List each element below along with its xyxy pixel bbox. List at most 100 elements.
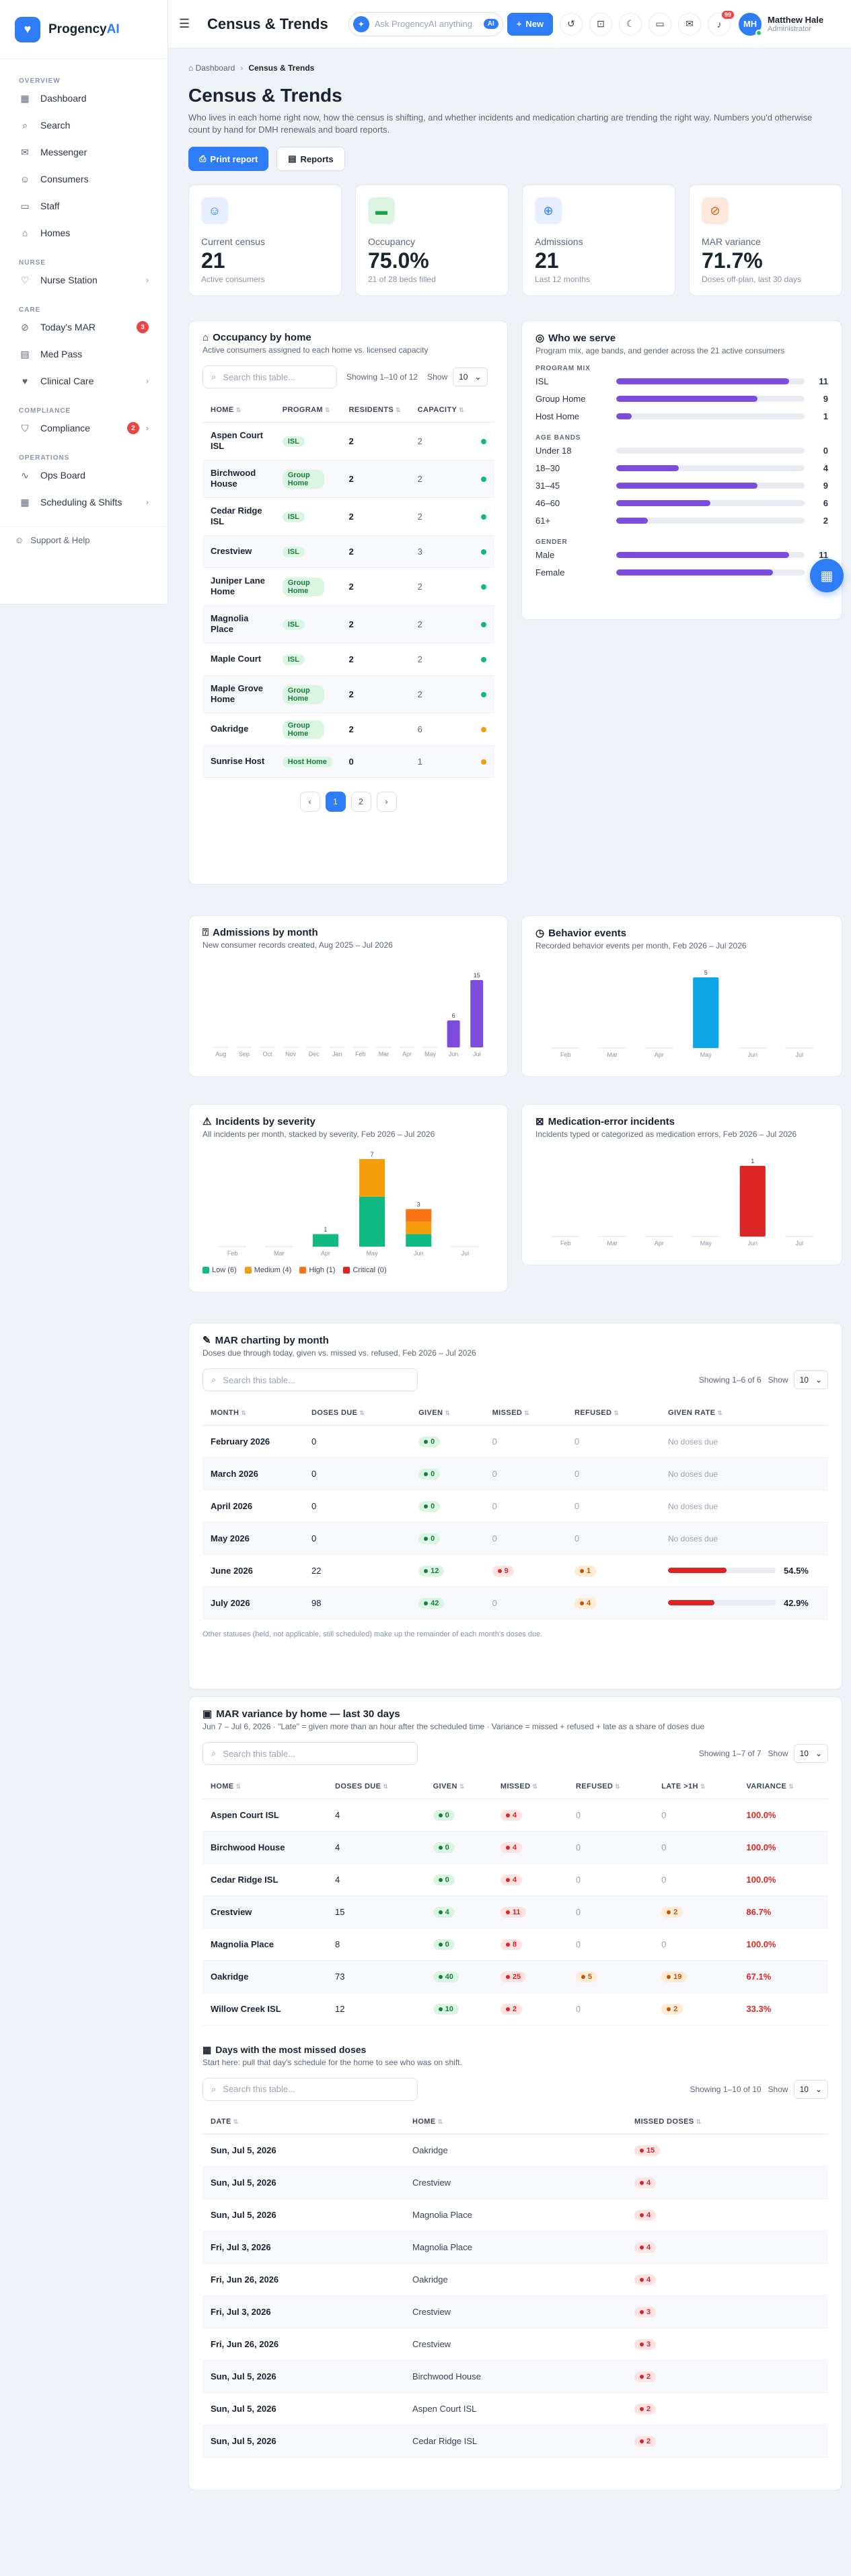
sidebar-item-today-s-mar[interactable]: ⊘ Today's MAR 3 [0,314,168,341]
print-report-button[interactable]: ⎙ Print report [188,147,269,171]
table-row[interactable]: May 2026 0 0 0 0 No doses due [202,1522,828,1555]
sidebar-item-med-pass[interactable]: ▤ Med Pass [0,341,168,368]
table-row[interactable]: March 2026 0 0 0 0 No doses due [202,1457,828,1490]
column-header[interactable]: GIVEN RATE ⇅ [660,1401,828,1426]
sidebar-item-clinical-care[interactable]: ♥ Clinical Care › [0,368,168,394]
ask-ai-input[interactable]: ✦ Ask ProgencyAI anything AI [348,11,503,36]
sidebar-item-nurse-station[interactable]: ♡ Nurse Station › [0,267,168,293]
table-row[interactable]: Fri, Jul 3, 2026 Crestview 3 [202,2295,828,2328]
column-header[interactable]: MISSED DOSES ⇅ [626,2110,828,2134]
column-header[interactable]: PROGRAM ⇅ [274,398,341,423]
page-size-select[interactable]: 10 ⌄ [793,2079,828,2099]
lock-icon[interactable]: ⊡ [589,12,613,36]
table-row[interactable]: Crestview ISL 2 3 [202,535,494,568]
capacity-count: 2 [417,436,422,446]
column-header[interactable]: VARIANCE ⇅ [738,1774,828,1799]
moon-icon[interactable]: ☾ [619,12,642,36]
legend-swatch [244,1267,252,1274]
table-row[interactable]: June 2026 22 12 9 1 54.5% [202,1554,828,1587]
table-row[interactable]: Sun, Jul 5, 2026 Cedar Ridge ISL 2 [202,2425,828,2458]
column-header[interactable]: DOSES DUE ⇅ [327,1774,425,1799]
page-size-select[interactable]: 10 ⌄ [793,1744,828,1763]
table-row[interactable]: February 2026 0 0 0 0 No doses due [202,1425,828,1458]
column-header[interactable]: RESIDENTS ⇅ [340,398,410,423]
user-menu[interactable]: MH Matthew Hale Administrator [739,12,823,36]
sidebar-item-ops-board[interactable]: ∿ Ops Board [0,462,168,489]
missed-days-search-input[interactable]: ⌕ Search this table... [202,2077,418,2101]
menu-icon[interactable]: ☰ [179,17,190,30]
sidebar-item-staff[interactable]: ▭ Staff [0,193,168,219]
table-row[interactable]: Maple Court ISL 2 2 [202,643,494,676]
column-header[interactable]: MONTH ⇅ [202,1401,303,1426]
page-size-select[interactable]: 10 ⌄ [793,1370,828,1389]
sidebar-item-dashboard[interactable]: ▦ Dashboard [0,85,168,112]
column-header[interactable]: HOME ⇅ [202,398,274,423]
chat-icon[interactable]: ✉ [678,12,702,36]
prev-page-button[interactable]: ‹ [299,791,320,812]
table-row[interactable]: Fri, Jun 26, 2026 Crestview 3 [202,2328,828,2361]
next-page-button[interactable]: › [376,791,397,812]
table-row[interactable]: Sun, Jul 5, 2026 Birchwood House 2 [202,2360,828,2393]
column-header[interactable]: MISSED ⇅ [492,1774,568,1799]
table-row[interactable]: Maple Grove Home Group Home 2 2 [202,675,494,713]
column-header[interactable]: REFUSED ⇅ [567,1774,654,1799]
column-header[interactable]: HOME ⇅ [202,1774,327,1799]
sidebar-item-compliance[interactable]: ⛉ Compliance 2 › [0,415,168,442]
table-row[interactable]: Crestview 15 4 11 0 2 86.7% [202,1895,828,1928]
sidebar-item-homes[interactable]: ⌂ Homes [0,219,168,246]
brand[interactable]: ♥ ProgencyAI [0,0,168,59]
table-row[interactable]: Sun, Jul 5, 2026 Aspen Court ISL 2 [202,2392,828,2425]
page-button[interactable]: 1 [325,791,346,812]
table-row[interactable]: Aspen Court ISL 4 0 4 0 0 100.0% [202,1799,828,1832]
column-header[interactable]: CAPACITY ⇅ [409,398,473,423]
table-row[interactable]: April 2026 0 0 0 0 No doses due [202,1490,828,1523]
occupancy-search-input[interactable]: ⌕ Search this table... [202,365,337,388]
table-row[interactable]: Willow Creek ISL 12 10 2 0 2 33.3% [202,1992,828,2025]
new-button[interactable]: + New [507,12,554,36]
status-dot [480,759,486,765]
sidebar-item-consumers[interactable]: ☺ Consumers [0,166,168,193]
mar-month-search-input[interactable]: ⌕ Search this table... [202,1368,418,1391]
chevron-down-icon: ⌄ [815,1749,822,1758]
table-row[interactable]: Sun, Jul 5, 2026 Oakridge 15 [202,2134,828,2167]
bell-icon[interactable]: ♪ 99 [708,10,735,36]
column-header[interactable]: GIVEN ⇅ [424,1774,492,1799]
table-row[interactable]: Magnolia Place 8 0 8 0 0 100.0% [202,1928,828,1961]
support-link[interactable]: ☺ Support & Help [0,526,168,553]
table-row[interactable]: Birchwood House Group Home 2 2 [202,460,494,498]
column-header[interactable]: DOSES DUE ⇅ [303,1401,411,1426]
table-row[interactable]: Sun, Jul 5, 2026 Crestview 4 [202,2166,828,2199]
table-row[interactable]: Fri, Jul 3, 2026 Magnolia Place 4 [202,2231,828,2264]
table-row[interactable]: Cedar Ridge ISL ISL 2 2 [202,497,494,536]
column-header[interactable]: REFUSED ⇅ [566,1401,660,1426]
sidebar-item-messenger[interactable]: ✉ Messenger [0,139,168,166]
sidebar-item-search[interactable]: ⌕ Search [0,112,168,139]
column-header[interactable]: HOME ⇅ [404,2110,626,2134]
table-row[interactable]: Sunrise Host Host Home 0 1 [202,745,494,778]
table-row[interactable]: Oakridge Group Home 2 6 [202,713,494,746]
home-name: Maple Court [211,654,262,664]
table-row[interactable]: Birchwood House 4 0 4 0 0 100.0% [202,1831,828,1864]
occupancy-card: ⌂ Occupancy by home Active consumers assi… [188,320,508,884]
breadcrumb-root[interactable]: Dashboard [195,63,235,73]
column-header[interactable]: LATE >1H ⇅ [653,1774,739,1799]
message-icon[interactable]: ▭ [649,12,672,36]
table-row[interactable]: Oakridge 73 40 25 5 19 67.1% [202,1960,828,1993]
table-row[interactable]: Cedar Ridge ISL 4 0 4 0 0 100.0% [202,1863,828,1896]
clipboard-fab-button[interactable]: ▦ [810,559,844,592]
table-row[interactable]: Fri, Jun 26, 2026 Oakridge 4 [202,2263,828,2296]
table-row[interactable]: Magnolia Place ISL 2 2 [202,605,494,643]
reports-button[interactable]: ▤ Reports [276,147,345,171]
table-row[interactable]: Sun, Jul 5, 2026 Magnolia Place 4 [202,2198,828,2231]
column-header[interactable]: GIVEN ⇅ [410,1401,484,1426]
page-size-select[interactable]: 10 ⌄ [453,368,488,386]
column-header[interactable]: DATE ⇅ [202,2110,404,2134]
page-button[interactable]: 2 [350,791,371,812]
history-icon[interactable]: ↺ [560,12,583,36]
mar-home-search-input[interactable]: ⌕ Search this table... [202,1742,418,1765]
table-row[interactable]: Juniper Lane Home Group Home 2 2 [202,567,494,606]
column-header[interactable]: MISSED ⇅ [484,1401,566,1426]
table-row[interactable]: Aspen Court ISL ISL 2 2 [202,422,494,460]
sidebar-item-scheduling-shifts[interactable]: ▦ Scheduling & Shifts › [0,489,168,516]
table-row[interactable]: July 2026 98 42 0 4 42.9% [202,1587,828,1620]
